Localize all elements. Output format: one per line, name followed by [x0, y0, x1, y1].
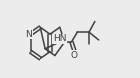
- Text: O: O: [70, 51, 77, 60]
- Text: N: N: [25, 30, 32, 39]
- Text: HN: HN: [53, 34, 66, 44]
